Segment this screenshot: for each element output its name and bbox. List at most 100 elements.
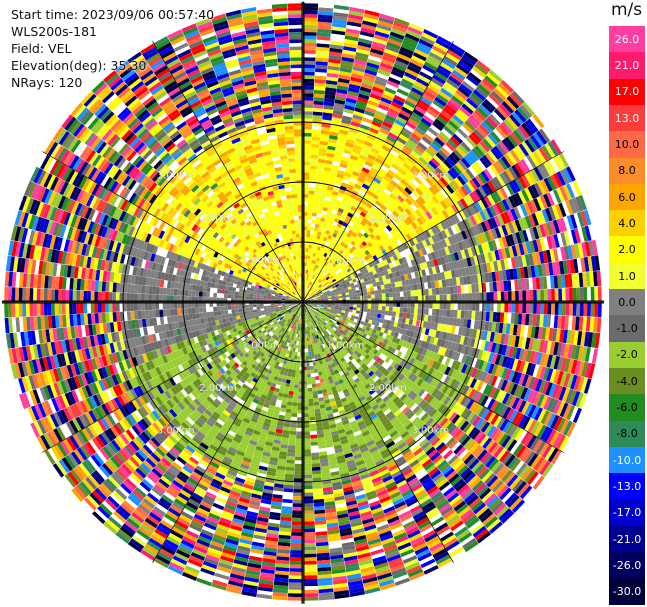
velocity-gate xyxy=(402,227,409,236)
velocity-gate xyxy=(386,111,398,119)
velocity-gate xyxy=(410,132,422,142)
velocity-gate xyxy=(305,296,308,300)
velocity-gate xyxy=(364,69,378,76)
velocity-gate xyxy=(324,261,329,266)
velocity-gate xyxy=(369,312,375,317)
velocity-gate xyxy=(319,191,326,197)
velocity-gate xyxy=(457,200,465,210)
velocity-gate xyxy=(572,287,577,302)
velocity-gate xyxy=(328,219,334,225)
velocity-gate xyxy=(330,265,335,270)
velocity-gate xyxy=(392,122,404,131)
velocity-gate xyxy=(364,238,370,245)
velocity-gate xyxy=(403,291,408,297)
velocity-gate xyxy=(554,288,559,302)
velocity-gate xyxy=(436,68,450,79)
velocity-gate xyxy=(321,184,328,190)
velocity-gate xyxy=(346,224,352,230)
velocity-gate xyxy=(291,373,296,378)
velocity-gate xyxy=(317,206,324,211)
velocity-gate xyxy=(373,190,382,197)
velocity-gate xyxy=(359,249,365,255)
velocity-gate xyxy=(373,82,386,91)
velocity-gate xyxy=(376,225,384,232)
velocity-gate xyxy=(448,154,458,165)
velocity-gate xyxy=(366,235,373,242)
velocity-gate xyxy=(402,39,417,49)
velocity-gate xyxy=(390,243,397,250)
velocity-gate xyxy=(388,34,404,44)
velocity-gate xyxy=(429,80,442,91)
velocity-gate xyxy=(307,293,311,297)
velocity-gate xyxy=(487,150,498,162)
velocity-gate xyxy=(355,103,367,111)
velocity-gate xyxy=(290,542,303,547)
velocity-gate xyxy=(387,205,395,213)
velocity-gate xyxy=(324,233,329,239)
velocity-gate xyxy=(360,305,365,309)
velocity-gate xyxy=(285,408,292,413)
velocity-gate xyxy=(412,129,424,139)
velocity-gate xyxy=(314,223,320,228)
velocity-gate xyxy=(502,170,512,183)
velocity-gate xyxy=(414,162,424,171)
velocity-gate xyxy=(409,58,424,68)
velocity-gate xyxy=(462,122,474,134)
velocity-gate xyxy=(587,302,591,317)
velocity-gate xyxy=(457,128,469,139)
velocity-gate xyxy=(345,28,361,35)
velocity-gate xyxy=(431,184,440,193)
velocity-gate xyxy=(446,101,459,112)
velocity-gate xyxy=(343,248,349,254)
velocity-gate xyxy=(289,387,294,392)
velocity-gate xyxy=(372,86,384,94)
velocity-gate xyxy=(303,35,317,40)
velocity-gate xyxy=(369,93,382,101)
velocity-gate xyxy=(425,211,433,220)
velocity-gate xyxy=(290,376,296,381)
velocity-gate xyxy=(478,186,487,198)
velocity-gate xyxy=(321,276,325,281)
velocity-gate xyxy=(374,228,381,235)
velocity-gate xyxy=(291,524,303,529)
velocity-gate xyxy=(554,302,559,315)
velocity-gate xyxy=(506,116,519,130)
velocity-gate xyxy=(493,108,506,121)
velocity-gate xyxy=(313,368,318,374)
velocity-gate xyxy=(353,259,359,264)
velocity-gate xyxy=(440,162,450,172)
velocity-gate xyxy=(399,81,413,91)
velocity-gate xyxy=(345,168,354,175)
velocity-gate xyxy=(352,114,363,121)
velocity-gate xyxy=(342,268,347,273)
velocity-gate xyxy=(446,309,451,318)
velocity-gate xyxy=(367,308,371,313)
velocity-gate xyxy=(283,484,294,489)
velocity-gate xyxy=(450,72,464,84)
velocity-gate xyxy=(511,111,524,125)
velocity-gate xyxy=(361,252,367,258)
velocity-gate xyxy=(398,49,413,59)
velocity-gate xyxy=(309,297,313,300)
velocity-gate xyxy=(527,170,537,184)
velocity-gate xyxy=(346,94,358,101)
velocity-gate xyxy=(406,290,411,297)
velocity-gate xyxy=(318,258,322,263)
velocity-gate xyxy=(483,118,496,131)
velocity-gate xyxy=(525,290,530,302)
velocity-gate xyxy=(447,226,455,236)
velocity-gate xyxy=(332,278,337,283)
velocity-gate xyxy=(327,277,331,282)
velocity-gate xyxy=(323,166,332,172)
velocity-gate xyxy=(290,553,303,558)
velocity-gate xyxy=(392,210,400,218)
velocity-gate xyxy=(428,288,433,296)
velocity-gate xyxy=(292,510,303,515)
velocity-gate xyxy=(303,485,313,490)
velocity-gate xyxy=(481,101,494,114)
velocity-gate xyxy=(414,227,422,236)
velocity-gate xyxy=(476,106,489,119)
velocity-gate xyxy=(394,60,409,69)
velocity-gate xyxy=(314,405,320,410)
velocity-gate xyxy=(305,352,309,356)
